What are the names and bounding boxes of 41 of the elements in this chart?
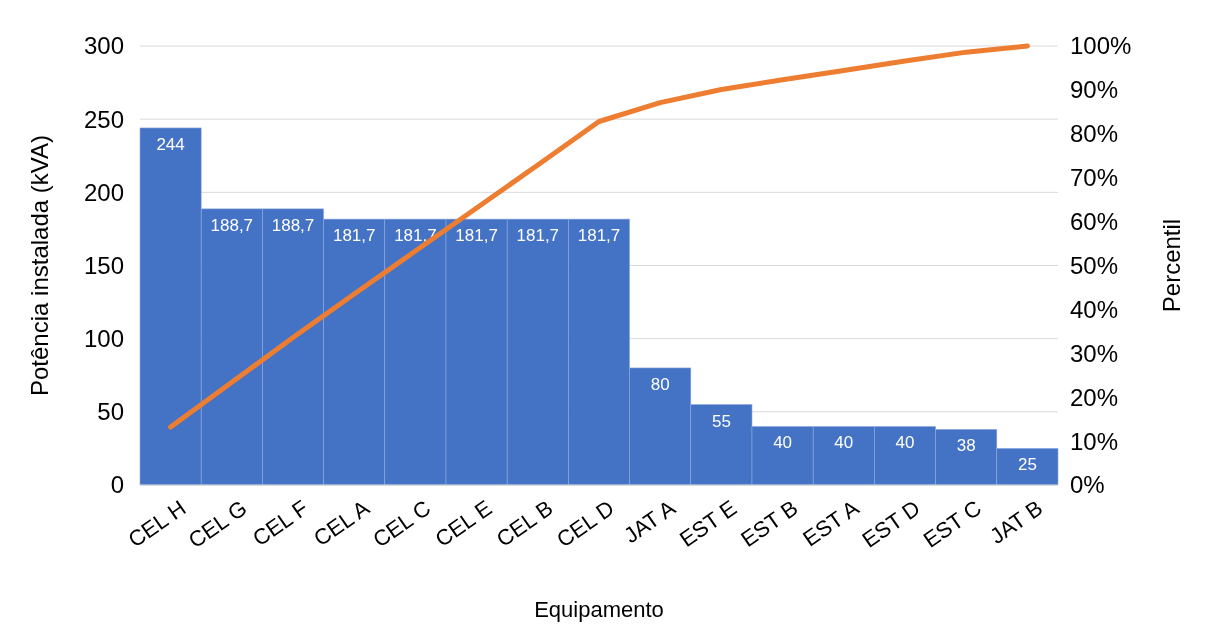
y-tick-label: 0 (110, 471, 124, 499)
x-tick-label: CEL E (430, 495, 497, 552)
data-label: 40 (834, 433, 854, 453)
data-label: 55 (711, 411, 731, 431)
data-label: 244 (156, 134, 185, 154)
data-label: 25 (1017, 455, 1037, 475)
y-tick-label: 50 (97, 398, 124, 426)
y2-tick-label: 50% (1070, 251, 1119, 279)
data-label: 40 (773, 433, 793, 453)
y2-tick-label: 30% (1070, 339, 1119, 367)
data-label: 181,7 (577, 226, 621, 246)
y2-tick-label: 60% (1070, 208, 1119, 235)
data-label: 188,7 (210, 215, 254, 235)
data-label: 188,7 (271, 215, 315, 235)
y2-tick-label: 40% (1070, 295, 1119, 323)
y2-tick-label: 10% (1070, 427, 1119, 455)
x-tick-label: EST C (918, 495, 986, 553)
x-tick-label: EST B (736, 495, 803, 552)
y2-tick-label: 100% (1070, 32, 1132, 60)
data-label: 181,7 (332, 226, 376, 246)
y2-axis-title: Percentil (1158, 218, 1185, 313)
x-tick-label: CEL H (123, 495, 191, 553)
y2-tick-label: 70% (1070, 164, 1119, 192)
y-tick-label: 150 (83, 251, 124, 279)
y-axis-title: Potência instalada (kVA) (26, 134, 53, 397)
x-tick-label: CEL D (551, 495, 619, 553)
y-tick-label: 300 (83, 32, 124, 60)
y2-tick-label: 80% (1070, 120, 1119, 148)
y2-tick-label: 0% (1070, 471, 1105, 499)
data-label: 40 (895, 433, 915, 453)
x-tick-label: JAT B (985, 495, 1048, 549)
y-tick-label: 250 (83, 105, 124, 133)
y2-tick-label: 90% (1070, 76, 1119, 104)
y2-tick-label: 20% (1070, 383, 1119, 411)
x-axis-title: Equipamento (534, 597, 664, 622)
y-tick-label: 200 (83, 178, 124, 206)
data-label: 38 (956, 436, 976, 456)
data-label: 181,7 (516, 226, 560, 246)
data-label: 181,7 (455, 226, 498, 246)
data-label: 80 (650, 374, 670, 394)
y-tick-label: 100 (83, 325, 124, 353)
